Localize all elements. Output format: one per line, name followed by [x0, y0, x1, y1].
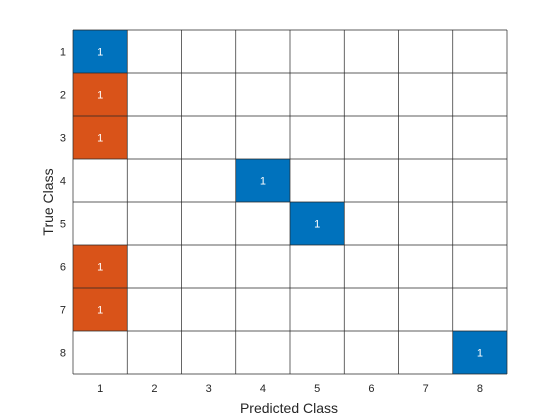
cell-value-true-8-pred-8: 1 [477, 348, 483, 360]
cell-value-true-5-pred-5: 1 [314, 219, 320, 231]
y-tick-label-4: 4 [60, 176, 66, 188]
cell-value-true-2-pred-1: 1 [97, 90, 103, 102]
y-tick-label-7: 7 [60, 305, 66, 317]
y-tick-label-2: 2 [60, 90, 66, 102]
y-tick-label-8: 8 [60, 348, 66, 360]
x-tick-label-3: 3 [206, 383, 212, 395]
x-tick-label-2: 2 [151, 383, 157, 395]
x-tick-label-7: 7 [423, 383, 429, 395]
x-tick-label-5: 5 [314, 383, 320, 395]
y-tick-label-6: 6 [60, 262, 66, 274]
x-axis-label: Predicted Class [240, 400, 338, 416]
cell-value-true-6-pred-1: 1 [97, 262, 103, 274]
x-tick-label-6: 6 [368, 383, 374, 395]
x-tick-label-8: 8 [477, 383, 483, 395]
cell-value-true-3-pred-1: 1 [97, 133, 103, 145]
y-axis-label: True Class [40, 168, 56, 235]
y-tick-label-3: 3 [60, 133, 66, 145]
x-tick-label-4: 4 [260, 383, 266, 395]
y-tick-label-5: 5 [60, 219, 66, 231]
cell-value-true-4-pred-4: 1 [260, 176, 266, 188]
cell-value-true-1-pred-1: 1 [97, 47, 103, 59]
cell-value-true-7-pred-1: 1 [97, 305, 103, 317]
x-tick-label-1: 1 [97, 383, 103, 395]
y-tick-label-1: 1 [60, 47, 66, 59]
